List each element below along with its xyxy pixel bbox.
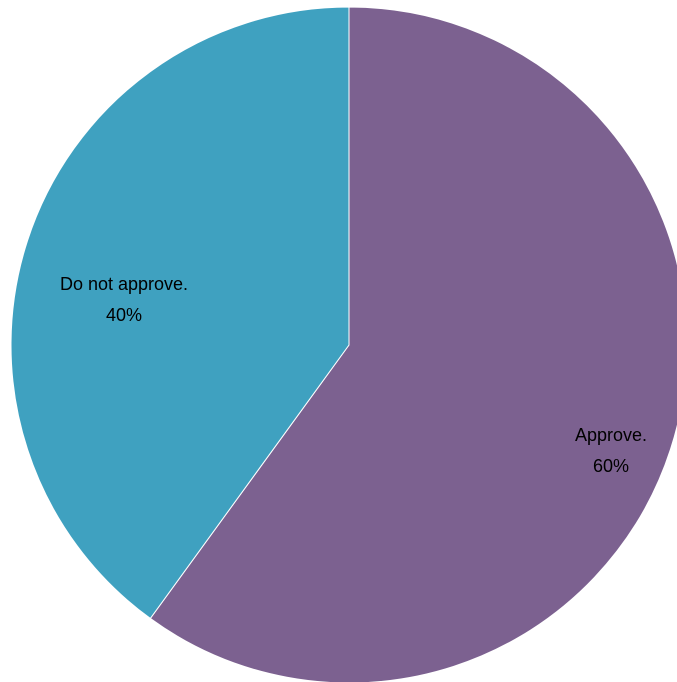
pie-slices [10, 6, 677, 682]
slice-label-name: Do not approve. [60, 274, 188, 294]
slice-label-name: Approve. [575, 425, 647, 445]
pie-data-labels: Approve. 60% Do not approve. 40% [60, 274, 647, 476]
pie-slice-approve [149, 6, 677, 682]
slice-label-percent: 60% [593, 456, 629, 476]
slice-label-percent: 40% [106, 305, 142, 325]
pie-slice-do-not-approve [10, 6, 350, 620]
